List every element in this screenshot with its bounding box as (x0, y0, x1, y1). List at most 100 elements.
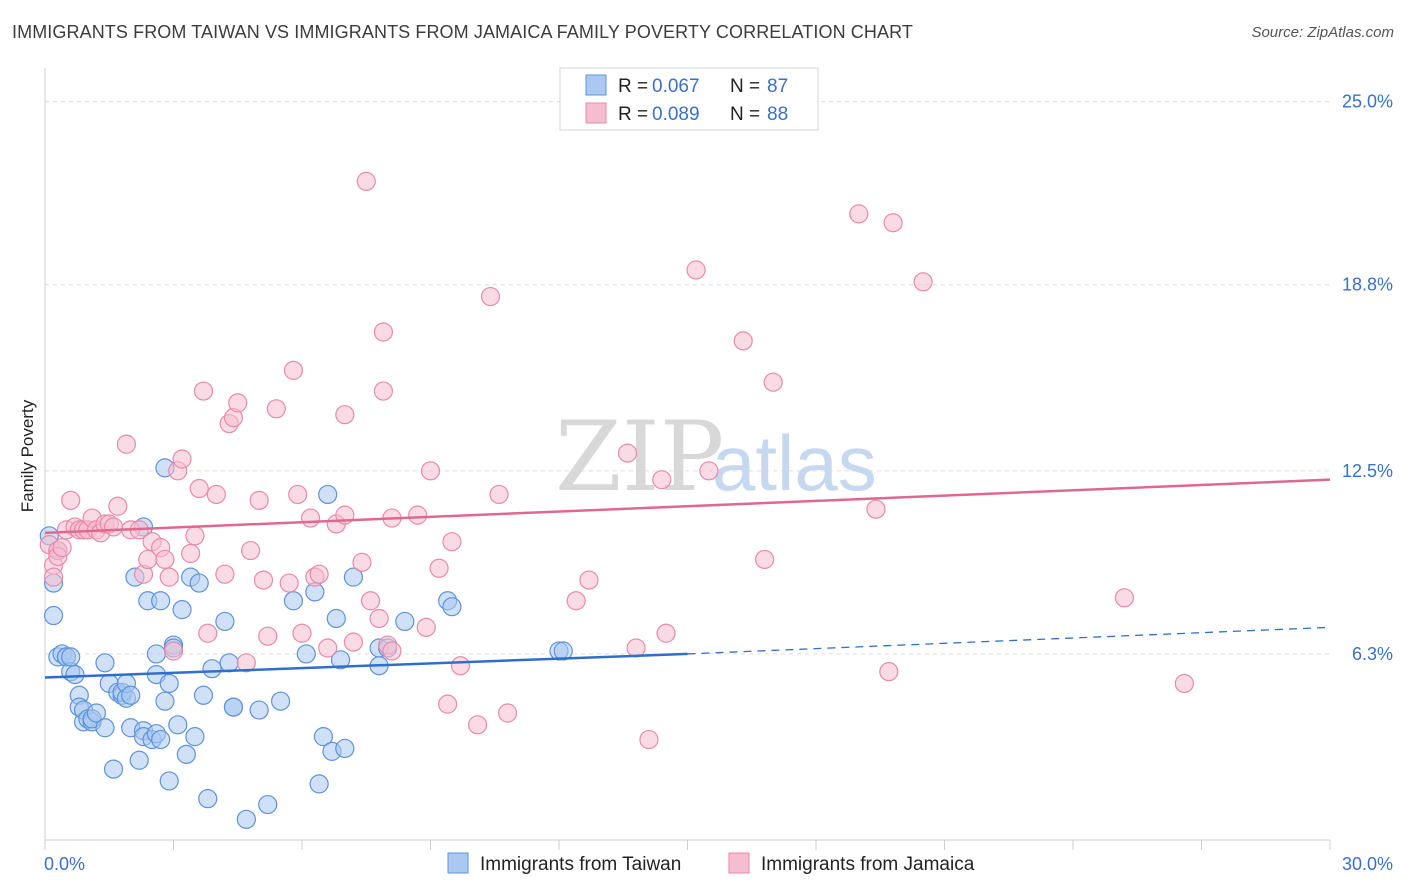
jamaica-point-97 (1174, 673, 1194, 694)
legend-r-value-jamaica: 0.089 (652, 104, 700, 125)
taiwan-point-79 (395, 611, 415, 632)
taiwan-point-62 (249, 700, 269, 720)
taiwan-point-74 (335, 738, 355, 759)
jamaica-point-82 (626, 638, 646, 658)
legend-r-label-taiwan: R = (618, 76, 648, 97)
taiwan-point-61 (236, 809, 256, 829)
jamaica-point-79 (566, 591, 586, 611)
jamaica-point-35 (198, 623, 218, 643)
watermark: ZIP atlas (555, 401, 877, 513)
x-tick-labels: 0.0% 30.0% (44, 854, 1393, 874)
taiwan-point-54 (193, 685, 214, 705)
taiwan-point-60 (223, 697, 244, 717)
jamaica-point-71 (429, 558, 449, 578)
jamaica-point-28 (163, 641, 184, 661)
taiwan-point-40 (151, 591, 171, 611)
jamaica-point-49 (288, 484, 308, 505)
jamaica-point-63 (373, 381, 393, 401)
x-tick-label-1: 30.0% (1342, 854, 1393, 874)
jamaica-point-64 (373, 322, 393, 342)
jamaica-point-70 (420, 461, 441, 481)
jamaica-point-47 (279, 573, 299, 593)
jamaica-point-75 (468, 715, 488, 735)
jamaica-point-26 (155, 549, 175, 570)
jamaica-point-30 (172, 449, 192, 469)
jamaica-points (39, 171, 1194, 750)
taiwan-point-64 (270, 691, 291, 711)
taiwan-point-45 (159, 673, 179, 694)
jamaica-trend-line (44, 478, 1331, 535)
jamaica-point-43 (249, 490, 269, 510)
jamaica-point-88 (733, 331, 753, 351)
y-axis-title: Family Poverty (18, 399, 37, 512)
taiwan-point-19 (95, 653, 115, 673)
jamaica-point-96 (1114, 588, 1135, 608)
bottom-legend-label-jamaica: Immigrants from Jamaica (761, 854, 975, 875)
taiwan-point-53 (189, 573, 209, 593)
taiwan-point-81 (442, 597, 462, 617)
jamaica-point-62 (369, 608, 389, 629)
jamaica-point-87 (699, 461, 719, 481)
taiwan-point-75 (343, 567, 363, 587)
taiwan-point-44 (159, 771, 179, 791)
jamaica-point-27 (159, 567, 179, 587)
bottom-legend-swatch-jamaica (728, 852, 750, 874)
jamaica-point-19 (116, 434, 136, 454)
taiwan-point-2 (43, 605, 64, 626)
taiwan-point-41 (151, 729, 171, 750)
jamaica-point-46 (266, 399, 286, 419)
jamaica-point-53 (309, 564, 329, 584)
jamaica-point-41 (236, 653, 256, 673)
jamaica-point-42 (241, 540, 261, 561)
jamaica-point-58 (343, 632, 363, 652)
jamaica-point-92 (866, 499, 886, 519)
taiwan-point-72 (326, 608, 346, 629)
jamaica-point-36 (206, 484, 226, 505)
jamaica-point-48 (283, 360, 304, 380)
legend-r-value-taiwan: 0.067 (652, 76, 700, 97)
jamaica-point-7 (61, 490, 81, 510)
jamaica-point-32 (185, 526, 205, 546)
top-legend: R = 0.067 N = 87 R = 0.089 N = 88 (559, 67, 819, 131)
y-tick-labels: 6.3% 12.5% 18.8% 25.0% (1342, 92, 1393, 664)
taiwan-trend-extension (687, 626, 1331, 655)
taiwan-point-68 (309, 774, 329, 794)
taiwan-point-56 (202, 659, 222, 679)
taiwan-point-66 (296, 644, 316, 664)
jamaica-point-34 (193, 381, 214, 401)
jamaica-point-81 (617, 443, 638, 463)
jamaica-point-93 (879, 662, 899, 682)
jamaica-point-94 (883, 213, 903, 233)
jamaica-point-95 (913, 272, 933, 292)
jamaica-point-60 (356, 171, 376, 191)
source-label: Source: ZipAtlas.com (1251, 24, 1394, 41)
taiwan-point-28 (121, 685, 141, 705)
jamaica-point-85 (656, 623, 676, 643)
jamaica-point-69 (416, 617, 436, 637)
taiwan-point-58 (219, 653, 239, 673)
taiwan-point-69 (313, 727, 334, 747)
jamaica-point-18 (108, 496, 128, 516)
jamaica-point-80 (579, 570, 599, 590)
jamaica-point-5 (52, 538, 72, 558)
jamaica-point-78 (498, 703, 518, 723)
taiwan-point-50 (176, 744, 196, 764)
jamaica-point-37 (215, 564, 235, 584)
y-tick-label-3: 25.0% (1342, 92, 1393, 112)
jamaica-point-72 (438, 694, 458, 714)
taiwan-point-22 (103, 759, 124, 779)
taiwan-point-57 (215, 611, 235, 632)
jamaica-point-73 (442, 532, 462, 552)
taiwan-point-9 (61, 647, 81, 667)
jamaica-point-90 (763, 372, 783, 392)
taiwan-point-18 (86, 703, 107, 723)
legend-n-value-taiwan: 87 (767, 76, 788, 97)
grid-lines (45, 101, 1330, 655)
chart-title: IMMIGRANTS FROM TAIWAN VS IMMIGRANTS FRO… (12, 22, 913, 42)
legend-n-label-jamaica: N = (730, 104, 760, 125)
taiwan-point-73 (330, 650, 351, 670)
jamaica-point-51 (300, 508, 321, 528)
jamaica-point-33 (189, 478, 209, 499)
jamaica-point-44 (253, 570, 274, 590)
